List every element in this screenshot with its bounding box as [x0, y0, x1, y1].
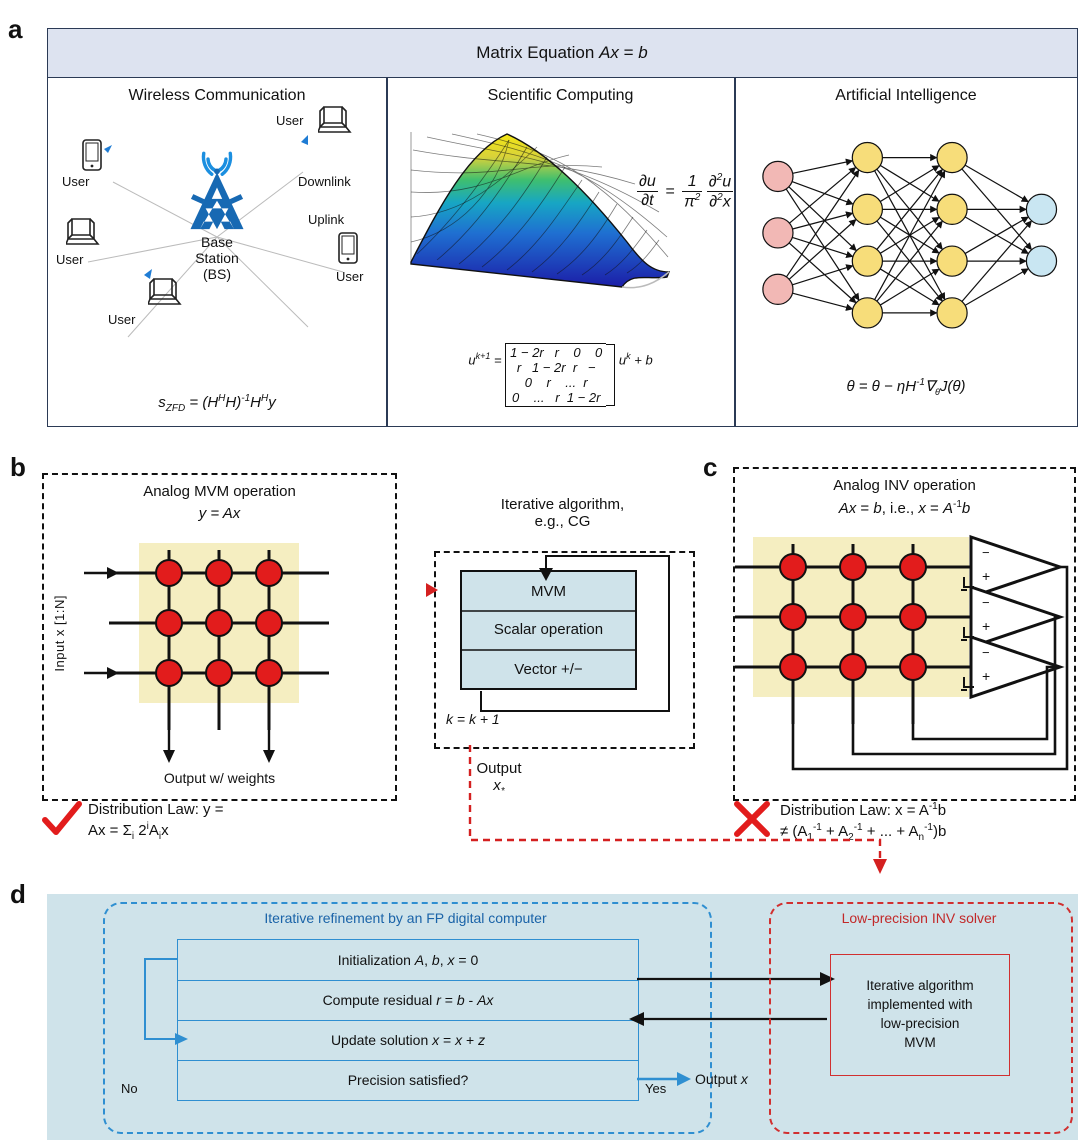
svg-text:−: − — [982, 545, 990, 560]
svg-text:+: + — [982, 568, 990, 584]
svg-text:−: − — [982, 595, 990, 610]
svg-text:+: + — [982, 668, 990, 684]
svg-text:−: − — [982, 645, 990, 660]
svg-text:+: + — [982, 618, 990, 634]
